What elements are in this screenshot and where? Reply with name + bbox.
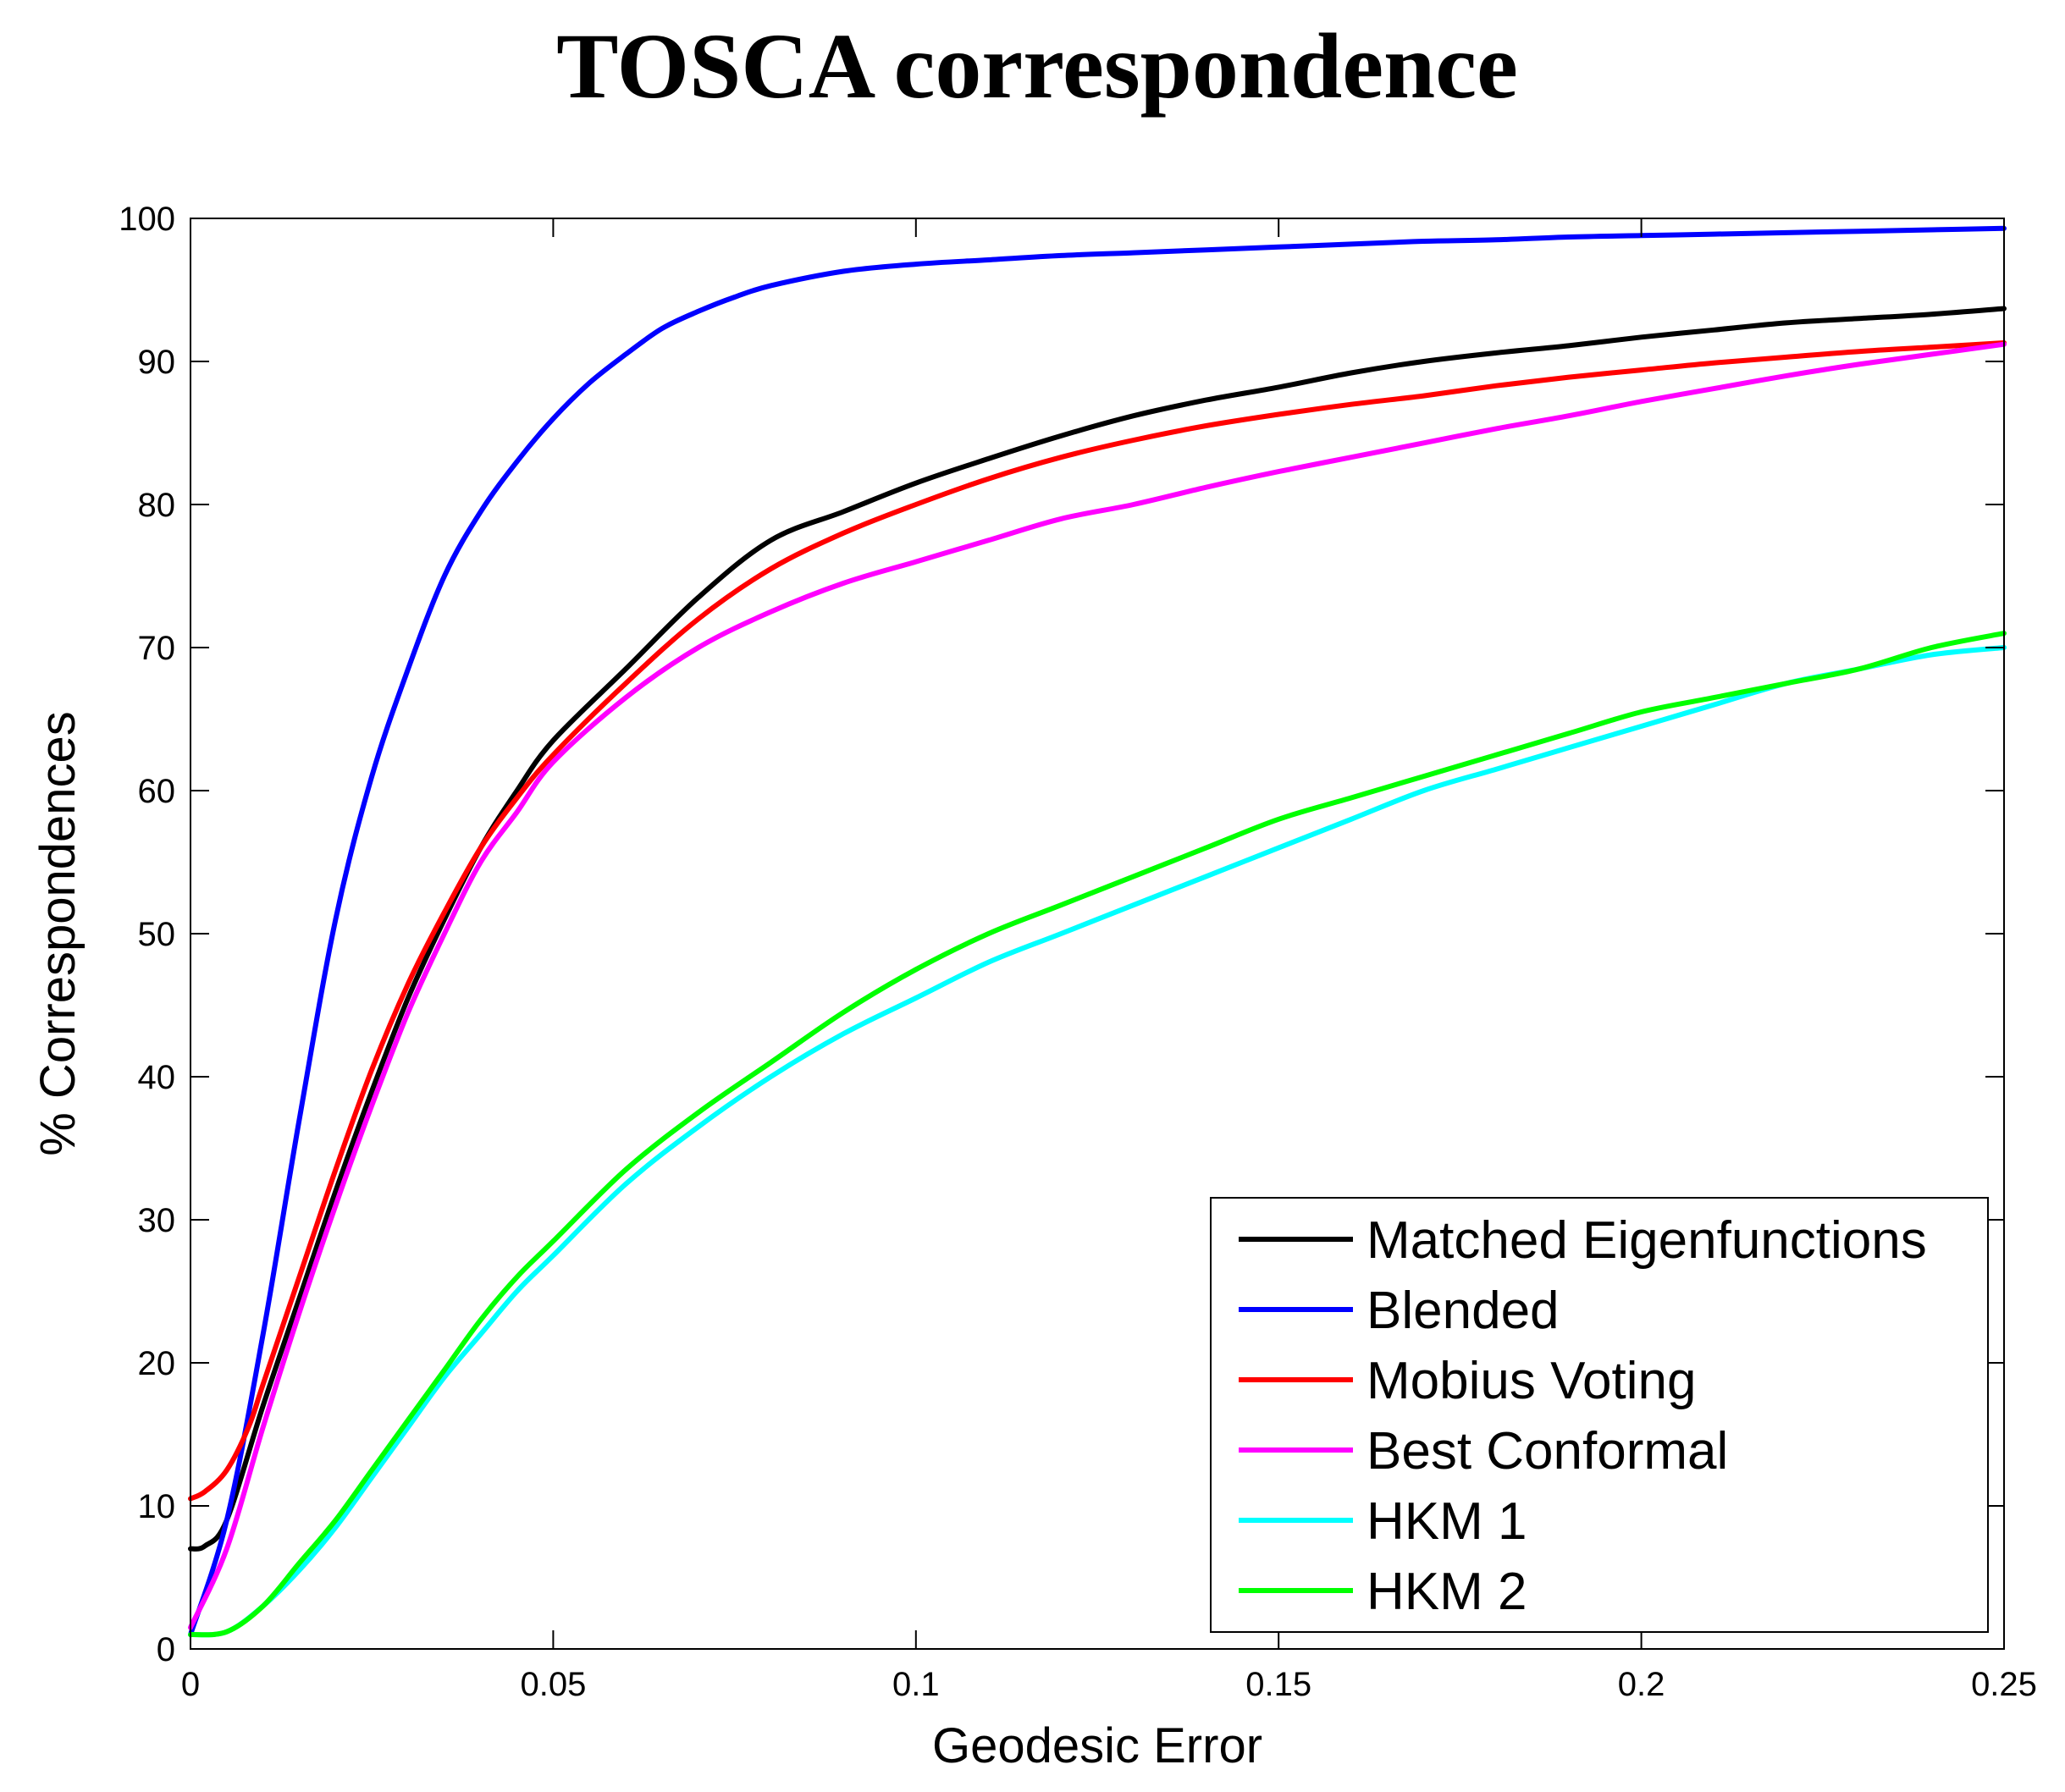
legend-label-blended: Blended bbox=[1367, 1282, 1560, 1340]
legend-box bbox=[1210, 1197, 1989, 1633]
y-tick-label: 10 bbox=[138, 1488, 176, 1525]
y-tick-label: 30 bbox=[138, 1202, 176, 1239]
x-tick-label: 0.1 bbox=[892, 1666, 940, 1703]
y-tick-label: 100 bbox=[119, 201, 175, 238]
y-tick-label: 40 bbox=[138, 1059, 176, 1096]
y-axis-label: % Correspondences bbox=[30, 711, 86, 1156]
legend-label-hkm-2: HKM 2 bbox=[1367, 1563, 1527, 1621]
y-tick-label: 0 bbox=[157, 1631, 175, 1668]
series-line-blended bbox=[188, 225, 2007, 1638]
chart-title: TOSCA correspondence bbox=[556, 14, 1518, 118]
y-tick-label: 60 bbox=[138, 773, 176, 810]
series-line-hkm-1 bbox=[188, 645, 2007, 1638]
series-line-mobius-voting bbox=[188, 340, 2007, 1502]
x-tick-label: 0.2 bbox=[1618, 1666, 1665, 1703]
x-tick-label: 0.15 bbox=[1245, 1666, 1311, 1703]
series-line-best-conformal bbox=[188, 341, 2007, 1630]
x-tick-label: 0 bbox=[181, 1666, 200, 1703]
y-tick-label: 20 bbox=[138, 1345, 176, 1382]
series-layer bbox=[188, 225, 2007, 1638]
legend-label-best-conformal: Best Conformal bbox=[1367, 1422, 1728, 1480]
y-tick-label: 70 bbox=[138, 630, 176, 667]
y-tick-label: 90 bbox=[138, 344, 176, 381]
y-tick-label: 50 bbox=[138, 916, 176, 953]
ticks-layer: 0 0.05 0.1 0.15 0.2 0.25 0 10 20 30 40 50 60 70 80 90 10… bbox=[119, 201, 2037, 1703]
x-tick-label: 0.05 bbox=[520, 1666, 586, 1703]
x-axis-label: Geodesic Error bbox=[932, 1718, 1262, 1773]
series-line-hkm-2 bbox=[188, 631, 2007, 1638]
legend-label-matched-eigenfunctions: Matched Eigenfunctions bbox=[1367, 1211, 1927, 1270]
series-line-matched-eigenfunctions bbox=[188, 306, 2007, 1552]
legend-label-hkm-1: HKM 1 bbox=[1367, 1492, 1527, 1551]
y-tick-label: 80 bbox=[138, 487, 176, 524]
x-tick-label: 0.25 bbox=[1971, 1666, 2037, 1703]
legend: Matched Eigenfunctions Blended Mobius Voti… bbox=[1210, 1197, 1989, 1633]
legend-label-mobius-voting: Mobius Voting bbox=[1367, 1352, 1696, 1410]
